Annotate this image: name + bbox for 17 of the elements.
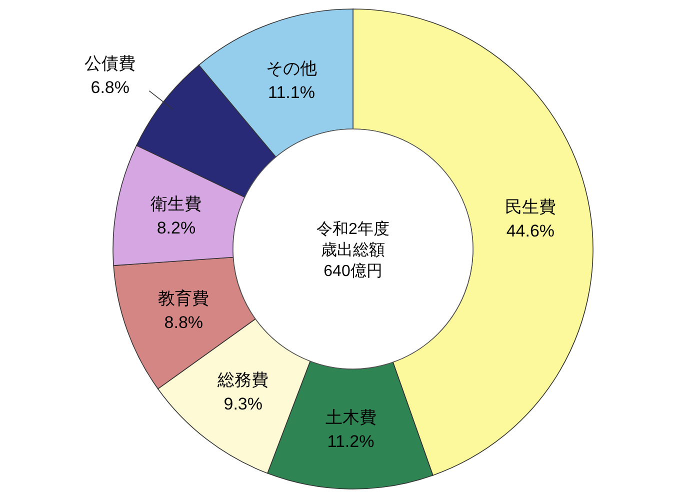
slice-label: 教育費: [158, 288, 210, 308]
slice-label: 土木費: [325, 408, 376, 427]
slice-label: 民生費: [504, 198, 556, 217]
slice-label: 公債費: [84, 54, 136, 73]
slice-label: その他: [266, 58, 317, 78]
text: 640億円: [324, 262, 382, 280]
slice-label: 総務費: [216, 370, 269, 390]
text: 歳出総額: [321, 241, 385, 259]
data-label: 6.8%: [90, 78, 130, 97]
data-label: 44.6%: [506, 222, 555, 241]
text: 令和2年度: [316, 220, 390, 238]
data-label: 9.3%: [224, 394, 262, 414]
slice-label: 衛生費: [150, 194, 202, 214]
data-label: 8.2%: [156, 218, 196, 238]
data-label: 8.8%: [164, 312, 204, 332]
data-label: 11.2%: [327, 432, 374, 451]
data-label: 11.1%: [268, 82, 315, 102]
